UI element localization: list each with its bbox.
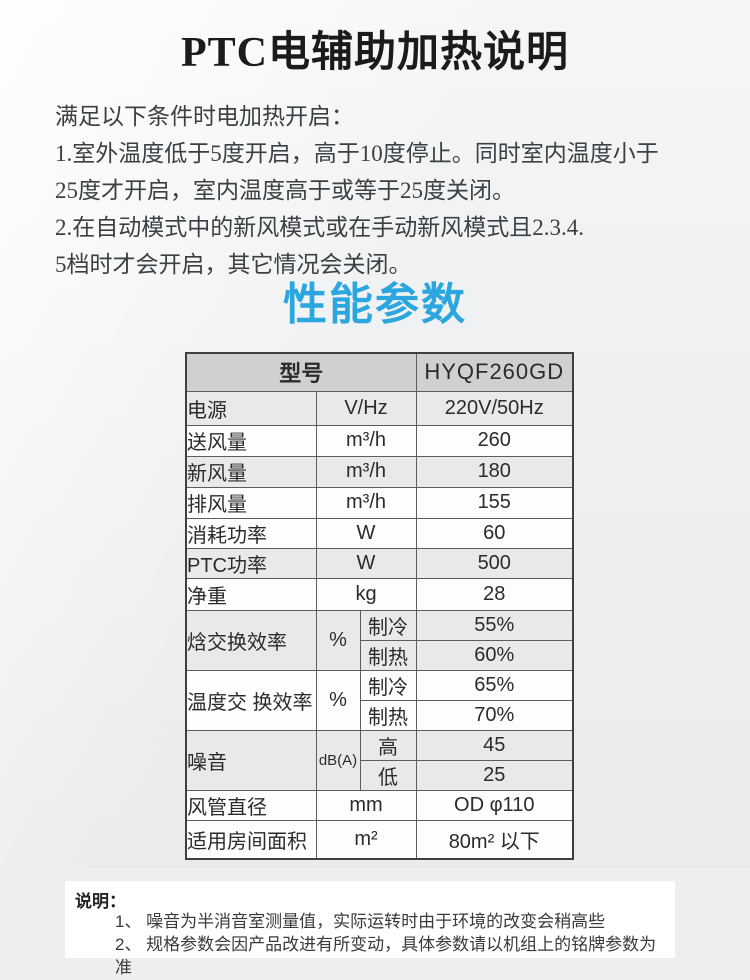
spec-sub-label: 制冷: [359, 669, 417, 701]
notes-label: 说明：: [75, 892, 126, 911]
model-value: HYQF260GD: [415, 352, 574, 392]
table-group-row: 制热 70%: [186, 699, 574, 731]
spec-value: 155: [415, 486, 574, 519]
spec-unit: m³/h: [315, 455, 417, 488]
spec-value: 220V/50Hz: [415, 390, 574, 426]
spec-unit: W: [315, 517, 417, 549]
spec-sub-label: 高: [359, 729, 417, 761]
spec-value: 60: [415, 517, 574, 549]
spec-unit: m²: [315, 819, 417, 860]
table-group-row: 低 25: [186, 759, 574, 791]
spec-unit: W: [315, 547, 417, 579]
table-row: PTC功率 W 500: [185, 547, 574, 579]
page-title: PTC电辅助加热说明: [180, 30, 569, 76]
spec-value: 55%: [415, 609, 574, 641]
spec-label: 风管直径: [185, 789, 317, 821]
intro-line: 5档时才会开启，其它情况会关闭。: [55, 252, 412, 277]
spec-unit: %: [315, 669, 361, 731]
spec-value: 28: [415, 577, 574, 611]
content-background: PTC电辅助加热说明 满足以下条件时电加热开启： 1.室外温度低于5度开启，高于…: [0, 0, 750, 868]
spec-value: 500: [415, 547, 574, 579]
intro-line: 满足以下条件时电加热开启：: [55, 104, 354, 129]
spec-value: 260: [415, 424, 574, 457]
spec-label: 适用房间面积: [185, 819, 317, 860]
intro-text: 满足以下条件时电加热开启： 1.室外温度低于5度开启，高于10度停止。同时室内温…: [55, 98, 710, 283]
spec-label: 焓交换效率: [185, 609, 317, 671]
spec-label: 消耗功率: [185, 517, 317, 549]
spec-label: 噪音: [185, 729, 317, 791]
table-row: 净重 kg 28: [185, 577, 574, 611]
spec-sub-label: 低: [359, 759, 417, 791]
spec-table: 型号 HYQF260GD 电源 V/Hz 220V/50Hz 送风量 m³/h …: [185, 352, 574, 860]
spec-sub-label: 制冷: [359, 609, 417, 641]
table-row: 适用房间面积 m² 80m² 以下: [185, 819, 574, 860]
table-row: 送风量 m³/h 260: [185, 424, 574, 457]
spec-label: PTC功率: [185, 547, 317, 579]
note-item: 2、 规格参数会因产品改进有所变动，具体参数请以机组上的铭牌参数为准: [115, 935, 657, 977]
spec-value: 45: [415, 729, 574, 761]
spec-unit: V/Hz: [315, 390, 417, 426]
spec-label: 排风量: [185, 486, 317, 519]
spec-unit: dB(A): [315, 729, 361, 791]
spec-sub-label: 制热: [359, 639, 417, 671]
table-header-row: 型号 HYQF260GD: [185, 352, 574, 392]
spec-unit: mm: [315, 789, 417, 821]
table-row: 新风量 m³/h 180: [185, 455, 574, 488]
table-row: 排风量 m³/h 155: [185, 486, 574, 519]
spec-value: 70%: [415, 699, 574, 731]
spec-unit: m³/h: [315, 486, 417, 519]
spec-label: 电源: [185, 390, 317, 426]
table-row: 消耗功率 W 60: [185, 517, 574, 549]
notes-box: 说明： 1、 噪音为半消音室测量值，实际运转时由于环境的改变会稍高些 2、 规格…: [65, 881, 675, 977]
spec-label: 温度交 换效率: [185, 669, 317, 731]
spec-value: OD φ110: [415, 789, 574, 821]
table-group-row: 噪音 dB(A) 高 45: [185, 729, 574, 791]
spec-unit: kg: [315, 577, 417, 611]
spec-sub-label: 制热: [359, 699, 417, 731]
intro-line: 25度才开启，室内温度高于或等于25度关闭。: [55, 178, 515, 203]
spec-label: 净重: [185, 577, 317, 611]
notes-list: 1、 噪音为半消音室测量值，实际运转时由于环境的改变会稍高些 2、 规格参数会因…: [65, 910, 665, 979]
spec-unit: %: [315, 609, 361, 671]
spec-unit: m³/h: [315, 424, 417, 457]
spec-label: 送风量: [185, 424, 317, 457]
table-row: 电源 V/Hz 220V/50Hz: [185, 390, 574, 426]
table-row: 风管直径 mm OD φ110: [185, 789, 574, 821]
table-group-row: 制热 60%: [186, 639, 574, 671]
intro-line: 2.在自动模式中的新风模式或在手动新风模式且2.3.4.: [55, 215, 584, 240]
spec-value: 60%: [415, 639, 574, 671]
table-group-row: 焓交换效率 % 制冷 55%: [185, 609, 574, 671]
model-label: 型号: [185, 352, 417, 392]
intro-line: 1.室外温度低于5度开启，高于10度停止。同时室内温度小于: [55, 141, 659, 166]
spec-value: 65%: [415, 669, 574, 701]
spec-value: 80m² 以下: [415, 819, 574, 860]
section-heading: 性能参数: [283, 280, 467, 329]
table-group-row: 温度交 换效率 % 制冷 65%: [185, 669, 574, 731]
notes-section: 说明： 1、 噪音为半消音室测量值，实际运转时由于环境的改变会稍高些 2、 规格…: [0, 868, 750, 980]
note-item: 1、 噪音为半消音室测量值，实际运转时由于环境的改变会稍高些: [115, 912, 606, 931]
spec-value: 25: [415, 759, 574, 791]
spec-value: 180: [415, 455, 574, 488]
spec-label: 新风量: [185, 455, 317, 488]
